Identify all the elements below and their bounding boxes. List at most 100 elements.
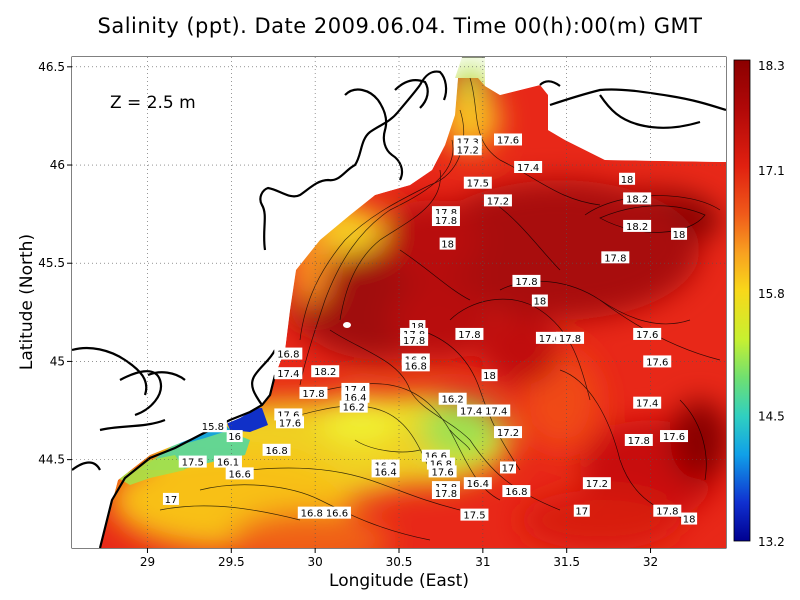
contour-label-text: 16.8	[405, 361, 427, 372]
contour-label-box	[431, 487, 460, 500]
contour-label: 17.8	[455, 327, 484, 341]
contour-label: 17.2	[582, 477, 611, 490]
contour-label-text: 16.6	[425, 452, 447, 463]
contour-label: 16	[226, 430, 243, 443]
contour-label-box	[299, 386, 328, 399]
contour-label-box	[633, 396, 662, 409]
contour-label: 18	[439, 237, 456, 251]
contour-label-box	[274, 347, 303, 360]
colorbar-label: 15.8	[758, 287, 785, 301]
contour-label: 17.8	[512, 274, 541, 288]
contour-label: 16.8	[401, 359, 430, 372]
contour-label-text: 18	[683, 515, 696, 526]
contour-label-text: 18.2	[626, 194, 648, 205]
contour-label-box	[226, 430, 243, 443]
y-tick-label: 45	[50, 354, 65, 368]
contour-label: 16.2	[438, 392, 467, 406]
contour-label-text: 17	[502, 463, 515, 474]
contour-labels: 17.317.217.617.417.517.21818.217.817.818…	[162, 133, 698, 526]
contour-label-text: 17.4	[517, 163, 539, 174]
x-tick-label: 31.5	[553, 555, 580, 569]
contour-label: 16.8	[262, 443, 291, 457]
contour-label-text: 16.4	[467, 479, 489, 490]
contour-label-text: 16.6	[326, 509, 348, 520]
contour-label-text: 18	[621, 175, 634, 186]
contour-label: 17.8	[624, 433, 653, 447]
contour-label-text: 16.2	[442, 395, 464, 406]
contour-label: 17	[573, 504, 590, 518]
contour-label: 18	[671, 227, 688, 241]
contour-label: 16.2	[339, 400, 368, 414]
contour-label-text: 15.8	[202, 422, 224, 433]
contour-label-box	[623, 219, 652, 232]
contour-label-text: 17.2	[497, 428, 519, 439]
contour-label-box	[341, 390, 370, 403]
contour-label: 17.6	[633, 327, 662, 341]
contour-label-text: 17.8	[628, 436, 650, 447]
contour-label-text: 16.6	[229, 469, 251, 480]
contour-label: 17.8	[653, 504, 682, 518]
contour-label-box	[481, 369, 498, 382]
contour-label: 17.6	[494, 133, 522, 146]
contour-label: 17.2	[483, 194, 512, 207]
contour-label: 16.6	[225, 467, 254, 480]
contour-label-text: 17	[575, 507, 588, 518]
contour-label-box	[225, 467, 254, 480]
x-tick-label: 31	[475, 555, 490, 569]
contour-label-box	[297, 506, 326, 519]
contour-label-text: 17.4	[344, 385, 366, 396]
contour-label: 16.6	[322, 506, 351, 520]
contour-label-text: 17.8	[458, 330, 480, 341]
contour-label-box	[502, 485, 531, 498]
contour-label-text: 17.6	[636, 330, 658, 341]
x-axis-label: Longitude (East)	[329, 571, 469, 591]
contour-label: 18.2	[311, 365, 340, 378]
contour-label-box	[311, 365, 340, 378]
contour-label: 16.4	[463, 477, 492, 490]
contour-label-text: 17.8	[515, 277, 537, 288]
contour-label-text: 17.8	[604, 253, 626, 264]
contour-label: 16.8	[297, 506, 326, 520]
contour-label-box	[276, 416, 304, 429]
contour-label-text: 16.8	[505, 487, 527, 498]
contour-label: 17.6	[428, 465, 457, 478]
contour-label: 17.8	[400, 333, 429, 347]
contour-label: 17.4	[482, 404, 511, 418]
contour-label-text: 17.8	[435, 489, 457, 500]
contour-label-text: 18.2	[314, 367, 336, 378]
contour-label: 15.8	[198, 420, 227, 433]
contour-label-text: 17.4	[277, 369, 299, 380]
contour-label-box	[556, 331, 585, 344]
y-tick-label: 46.5	[38, 60, 65, 74]
contour-label-box	[500, 461, 516, 474]
contour-label: 17	[162, 492, 179, 506]
contour-label: 17.8	[556, 331, 585, 345]
contour-label-box	[274, 367, 303, 380]
contour-label-text: 16.8	[430, 460, 452, 471]
y-axis-label: Latitude (North)	[17, 234, 37, 370]
contour-label-box	[494, 133, 522, 146]
x-tick-label: 29	[140, 555, 155, 569]
contour-label-text: 17.6	[539, 334, 561, 345]
contour-label-text: 17.6	[279, 418, 301, 429]
contour-label-box	[671, 227, 688, 240]
contour-label-box	[400, 333, 429, 346]
y-tick-label: 45.5	[38, 256, 65, 270]
colorbar-label: 14.5	[758, 409, 785, 423]
contour-label-box	[482, 404, 511, 417]
contour-label-box	[601, 251, 630, 264]
contour-label-box	[653, 504, 682, 517]
contour-label-text: 16.2	[343, 403, 365, 414]
contour-label-box	[262, 443, 291, 456]
contour-label-text: 17.6	[646, 357, 668, 368]
contour-label-text: 17.2	[586, 479, 608, 490]
contour-label-box	[431, 214, 460, 227]
contour-label: 17.6	[643, 355, 672, 368]
contour-label-box	[619, 172, 636, 185]
chart-title: Salinity (ppt). Date 2009.06.04. Time 00…	[97, 14, 703, 38]
contour-label: 17.5	[460, 508, 489, 522]
contour-label-box	[339, 400, 368, 413]
x-tick-label: 32	[643, 555, 658, 569]
contour-label-box	[573, 504, 590, 517]
